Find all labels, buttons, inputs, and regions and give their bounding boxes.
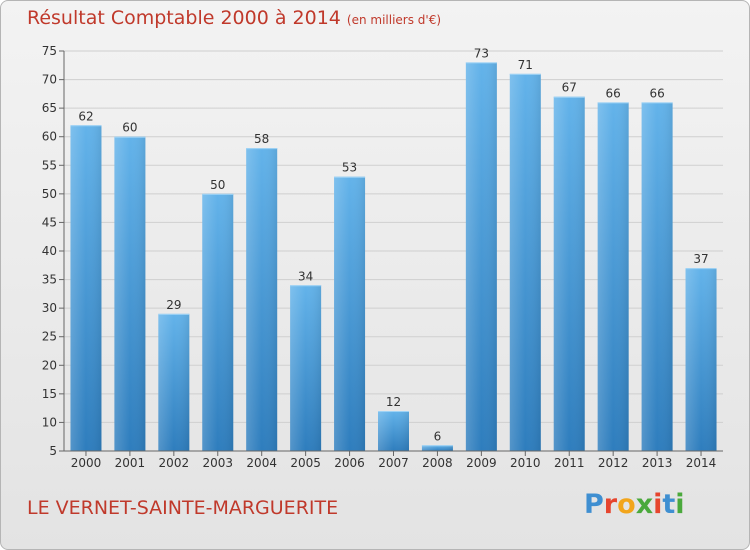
bar-shine [421,445,453,451]
bar-shine [509,73,541,451]
logo-letter: i [653,489,663,520]
location-name: LE VERNET-SAINTE-MARGUERITE [27,497,339,519]
data-label: 58 [254,132,269,146]
x-tick-label: 2007 [378,456,409,470]
y-tick-label: 45 [42,215,57,229]
x-tick-label: 2011 [554,456,585,470]
logo-letter: r [603,489,618,520]
x-tick-label: 2008 [422,456,453,470]
logo-letter: t [662,489,676,520]
bar-shine [246,148,278,451]
chart-subtitle: (en milliers d'€) [346,13,442,27]
bar-shine [465,62,497,452]
data-label: 71 [518,58,533,72]
x-tick-label: 2001 [115,456,146,470]
x-tick-label: 2006 [334,456,365,470]
y-tick-label: 70 [42,73,57,87]
y-tick-label: 55 [42,158,57,172]
data-label: 62 [78,109,93,123]
x-tick-label: 2014 [686,456,717,470]
data-label: 60 [122,121,137,135]
x-tick-label: 2010 [510,456,541,470]
bars: 62 60 29 50 58 34 53 12 6 73 71 67 66 66 37 [70,46,717,452]
y-tick-label: 40 [42,244,57,258]
logo-letter: o [617,489,636,520]
logo-letter: i [675,489,685,520]
x-tick-label: 2003 [202,456,233,470]
bar-shine [378,411,409,451]
data-label: 50 [210,178,225,192]
x-tick-label: 2005 [290,456,321,470]
y-tick-label: 10 [42,415,57,429]
y-tick-label: 25 [42,330,57,344]
bar-shine [334,176,366,451]
y-tick-label: 20 [42,358,57,372]
y-tick-label: 50 [42,187,57,201]
logo-letter: x [635,489,654,520]
x-tick-label: 2012 [598,456,629,470]
y-tick-label: 5 [49,444,57,458]
data-label: 29 [166,298,181,312]
data-label: 12 [386,395,401,409]
y-tick-label: 35 [42,273,57,287]
y-tick-label: 15 [42,387,57,401]
data-label: 73 [474,46,489,60]
data-label: 67 [562,81,577,95]
bar-shine [114,136,146,451]
axes: 5 10 15 20 25 30 35 40 45 50 55 60 65 70 75 2000 2001 200… [42,44,723,470]
x-tick-label: 2000 [71,456,102,470]
bar-shine [685,268,717,451]
bar-shine [70,125,102,452]
x-tick-label: 2009 [466,456,497,470]
data-label: 34 [298,269,313,283]
y-tick-label: 30 [42,301,57,315]
data-label: 66 [649,86,664,100]
x-tick-label: 2013 [642,456,673,470]
x-tick-label: 2004 [246,456,277,470]
bar-shine [553,96,585,451]
bar-shine [641,102,673,451]
x-tick-label: 2002 [159,456,190,470]
bar-shine [158,313,190,451]
y-tick-label: 75 [42,44,57,58]
data-label: 53 [342,161,357,175]
data-label: 6 [434,429,442,443]
chart-title: Résultat Comptable 2000 à 2014 (en millie… [27,7,441,29]
logo-letter: P [584,489,604,520]
bar-shine [290,285,322,451]
bar-shine [202,193,234,451]
title-text: Résultat Comptable 2000 à 2014 [27,7,341,29]
bar-shine [597,102,629,451]
proxiti-logo[interactable]: Proxiti [584,489,685,520]
data-label: 37 [693,252,708,266]
data-label: 66 [606,86,621,100]
y-tick-label: 65 [42,101,57,115]
y-tick-label: 60 [42,130,57,144]
